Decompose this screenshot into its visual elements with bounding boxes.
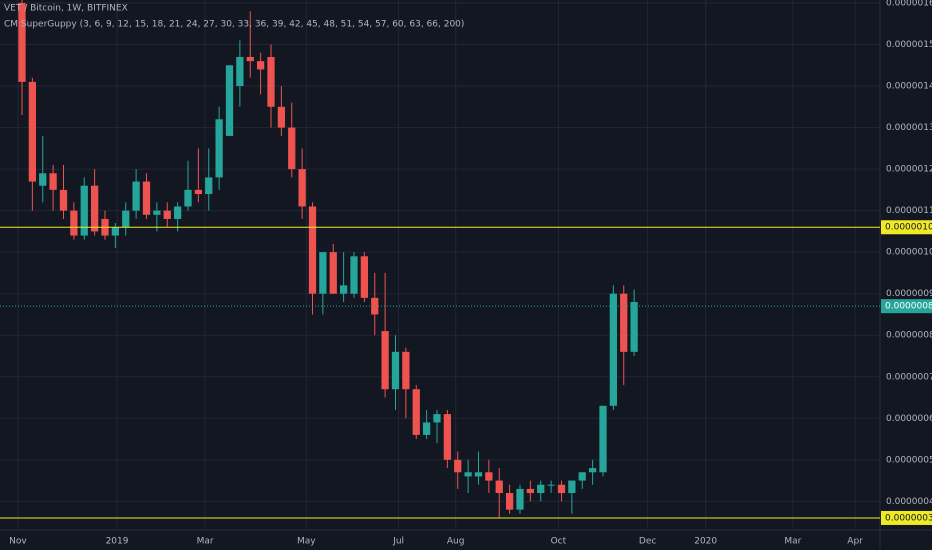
candle-body: [381, 331, 389, 390]
x-tick-label: 2020: [694, 537, 717, 547]
candle-body: [516, 488, 524, 510]
candle-body: [391, 351, 400, 390]
candle-body: [464, 472, 472, 477]
price-label-box: [881, 510, 932, 525]
x-tick-label: Aug: [447, 537, 465, 547]
candle-body: [526, 488, 534, 494]
candle-body: [350, 256, 358, 294]
candle-body: [547, 484, 555, 486]
x-tick-label: Jul: [392, 537, 404, 547]
candle-body: [132, 181, 140, 211]
x-tick-label: Apr: [847, 537, 863, 547]
candle-body: [454, 459, 462, 473]
candle-body: [443, 414, 451, 460]
candle-body: [537, 484, 545, 494]
candle-body: [28, 81, 37, 182]
x-tick-label: Nov: [9, 537, 27, 547]
grid: [0, 0, 880, 530]
candle-body: [39, 173, 47, 186]
candle-body: [288, 127, 296, 170]
price-label-box: [881, 299, 932, 314]
candle-body: [402, 351, 410, 390]
overlays: 0.00000106 0.00000036 0.00000087: [0, 220, 932, 525]
price-label: 0.00000087: [885, 302, 932, 312]
x-tick-label: Dec: [639, 537, 656, 547]
candle-body: [80, 185, 88, 236]
candle-body: [557, 484, 566, 494]
candle-body: [360, 256, 368, 298]
candle-body: [142, 181, 151, 215]
candle-body: [225, 65, 234, 136]
candle-body: [49, 173, 57, 190]
candle-body: [495, 480, 503, 494]
candle-body: [339, 285, 348, 294]
candle-body: [371, 297, 379, 315]
candle-body: [194, 189, 202, 195]
candle-body: [578, 472, 586, 481]
candle-body: [412, 389, 420, 435]
candle-body: [215, 119, 223, 178]
chart-title: VET / Bitcoin, 1W, BITFINEX: [4, 4, 128, 14]
candle-body: [153, 210, 161, 215]
candle-body: [505, 493, 514, 510]
candle-body: [630, 302, 638, 352]
candle-body: [122, 210, 130, 228]
x-tick-label: Mar: [784, 537, 801, 547]
candle-body: [329, 252, 337, 294]
x-tick-label: Oct: [551, 537, 567, 547]
candle-body: [485, 472, 493, 481]
x-tick-label: Mar: [197, 537, 214, 547]
y-tick-label: 0.00000160: [886, 0, 932, 8]
candle-body: [588, 468, 597, 473]
candle-body: [163, 210, 171, 219]
candle-body: [18, 2, 26, 82]
candle-body: [205, 177, 213, 195]
price-label: 0.00000036: [885, 513, 932, 523]
candle-body: [609, 293, 617, 406]
candle-body: [298, 169, 306, 207]
candle-body: [246, 56, 254, 62]
candle-body: [433, 414, 441, 423]
candle-body: [59, 189, 68, 211]
candle-body: [256, 61, 265, 70]
candle-body: [236, 56, 244, 87]
price-label-box: [881, 220, 932, 235]
candle-body: [111, 227, 120, 236]
price-label: 0.00000106: [885, 223, 932, 233]
x-tick-label: May: [297, 537, 316, 547]
candle-body: [184, 189, 192, 207]
candle-body: [620, 293, 628, 352]
x-tick-label: 2019: [106, 537, 129, 547]
candle-body: [599, 405, 607, 473]
candle-body: [70, 210, 78, 236]
candle-body: [474, 472, 483, 477]
candle-body: [277, 106, 285, 128]
candle-body: [308, 206, 317, 294]
candle-body: [90, 185, 99, 232]
indicator-label: CM SuperGuppy (3, 6, 9, 12, 15, 18, 21, …: [4, 20, 464, 30]
candle-body: [422, 422, 431, 435]
candle-body: [568, 480, 576, 494]
candle-body: [173, 206, 182, 219]
candle-body: [267, 56, 275, 107]
candle-body: [319, 252, 327, 294]
